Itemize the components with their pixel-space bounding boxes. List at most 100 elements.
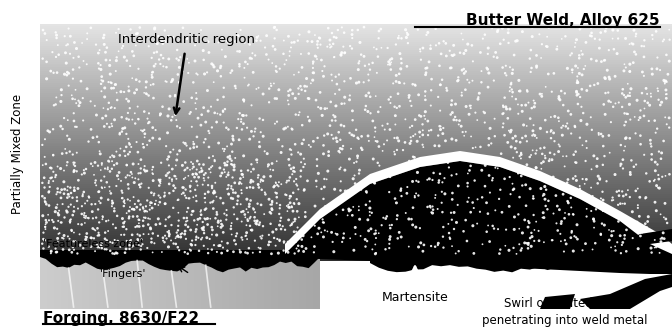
- Point: [389, 135, 400, 140]
- Point: [135, 166, 146, 171]
- Point: [577, 87, 587, 92]
- Point: [149, 26, 160, 32]
- Point: [105, 155, 116, 160]
- Point: [323, 131, 333, 137]
- Point: [646, 144, 657, 149]
- Point: [263, 197, 274, 202]
- Point: [283, 205, 294, 210]
- Bar: [82, 254, 89, 309]
- Point: [262, 151, 273, 156]
- Point: [93, 207, 103, 212]
- Point: [330, 231, 341, 236]
- Point: [452, 78, 463, 84]
- Point: [78, 245, 89, 251]
- Point: [77, 204, 87, 209]
- Point: [122, 58, 132, 63]
- Point: [628, 60, 638, 65]
- Point: [456, 31, 467, 36]
- Point: [479, 120, 490, 125]
- Point: [179, 215, 190, 221]
- Point: [509, 214, 520, 219]
- Point: [174, 148, 185, 153]
- Point: [58, 168, 69, 173]
- Point: [435, 171, 446, 176]
- Point: [267, 200, 278, 205]
- Point: [331, 103, 341, 109]
- Point: [351, 80, 362, 86]
- Point: [366, 210, 377, 215]
- Point: [72, 198, 83, 204]
- Point: [63, 204, 74, 210]
- Point: [65, 219, 75, 224]
- Point: [414, 130, 425, 135]
- Point: [410, 132, 421, 137]
- Point: [150, 201, 161, 207]
- Point: [44, 178, 54, 184]
- Point: [569, 212, 579, 217]
- Point: [476, 80, 487, 85]
- Point: [174, 65, 185, 70]
- Point: [199, 231, 210, 236]
- Point: [200, 191, 210, 196]
- Point: [153, 216, 164, 221]
- Point: [657, 100, 667, 105]
- Point: [344, 208, 355, 214]
- Bar: [40, 212, 672, 214]
- Point: [477, 241, 488, 247]
- Point: [97, 242, 108, 248]
- Point: [642, 219, 653, 224]
- Point: [286, 126, 297, 131]
- Point: [119, 34, 130, 39]
- Point: [352, 135, 363, 140]
- Point: [114, 130, 125, 136]
- Point: [468, 205, 479, 211]
- Point: [306, 81, 317, 86]
- Point: [105, 71, 116, 77]
- Point: [205, 216, 216, 221]
- Point: [347, 28, 358, 33]
- Point: [437, 77, 448, 82]
- Point: [526, 106, 537, 111]
- Point: [478, 36, 489, 41]
- Point: [565, 195, 576, 200]
- Point: [320, 106, 331, 111]
- Point: [187, 161, 198, 166]
- Point: [239, 212, 250, 217]
- Point: [413, 92, 424, 97]
- Point: [304, 29, 314, 35]
- Point: [208, 80, 219, 85]
- Point: [589, 225, 599, 230]
- Point: [93, 233, 104, 238]
- Point: [604, 150, 615, 155]
- Point: [65, 149, 75, 154]
- Point: [440, 41, 451, 46]
- Point: [458, 51, 469, 56]
- Point: [96, 178, 107, 183]
- Point: [241, 207, 252, 212]
- Bar: [208, 254, 215, 309]
- Point: [438, 245, 449, 250]
- Point: [305, 144, 316, 149]
- Point: [392, 91, 403, 96]
- Point: [95, 81, 106, 87]
- Point: [38, 163, 48, 168]
- Point: [538, 159, 549, 164]
- Point: [283, 217, 294, 222]
- Point: [167, 166, 177, 172]
- Point: [89, 227, 99, 232]
- Point: [382, 138, 392, 143]
- Point: [523, 218, 534, 224]
- Point: [119, 89, 130, 94]
- Point: [206, 104, 216, 109]
- Point: [426, 88, 437, 93]
- Point: [622, 93, 633, 98]
- Point: [191, 234, 202, 239]
- Point: [161, 173, 171, 178]
- Point: [581, 177, 592, 182]
- Point: [263, 100, 274, 105]
- Point: [466, 43, 477, 48]
- Point: [259, 190, 270, 195]
- Point: [273, 184, 284, 189]
- Point: [155, 195, 166, 200]
- Point: [146, 190, 157, 195]
